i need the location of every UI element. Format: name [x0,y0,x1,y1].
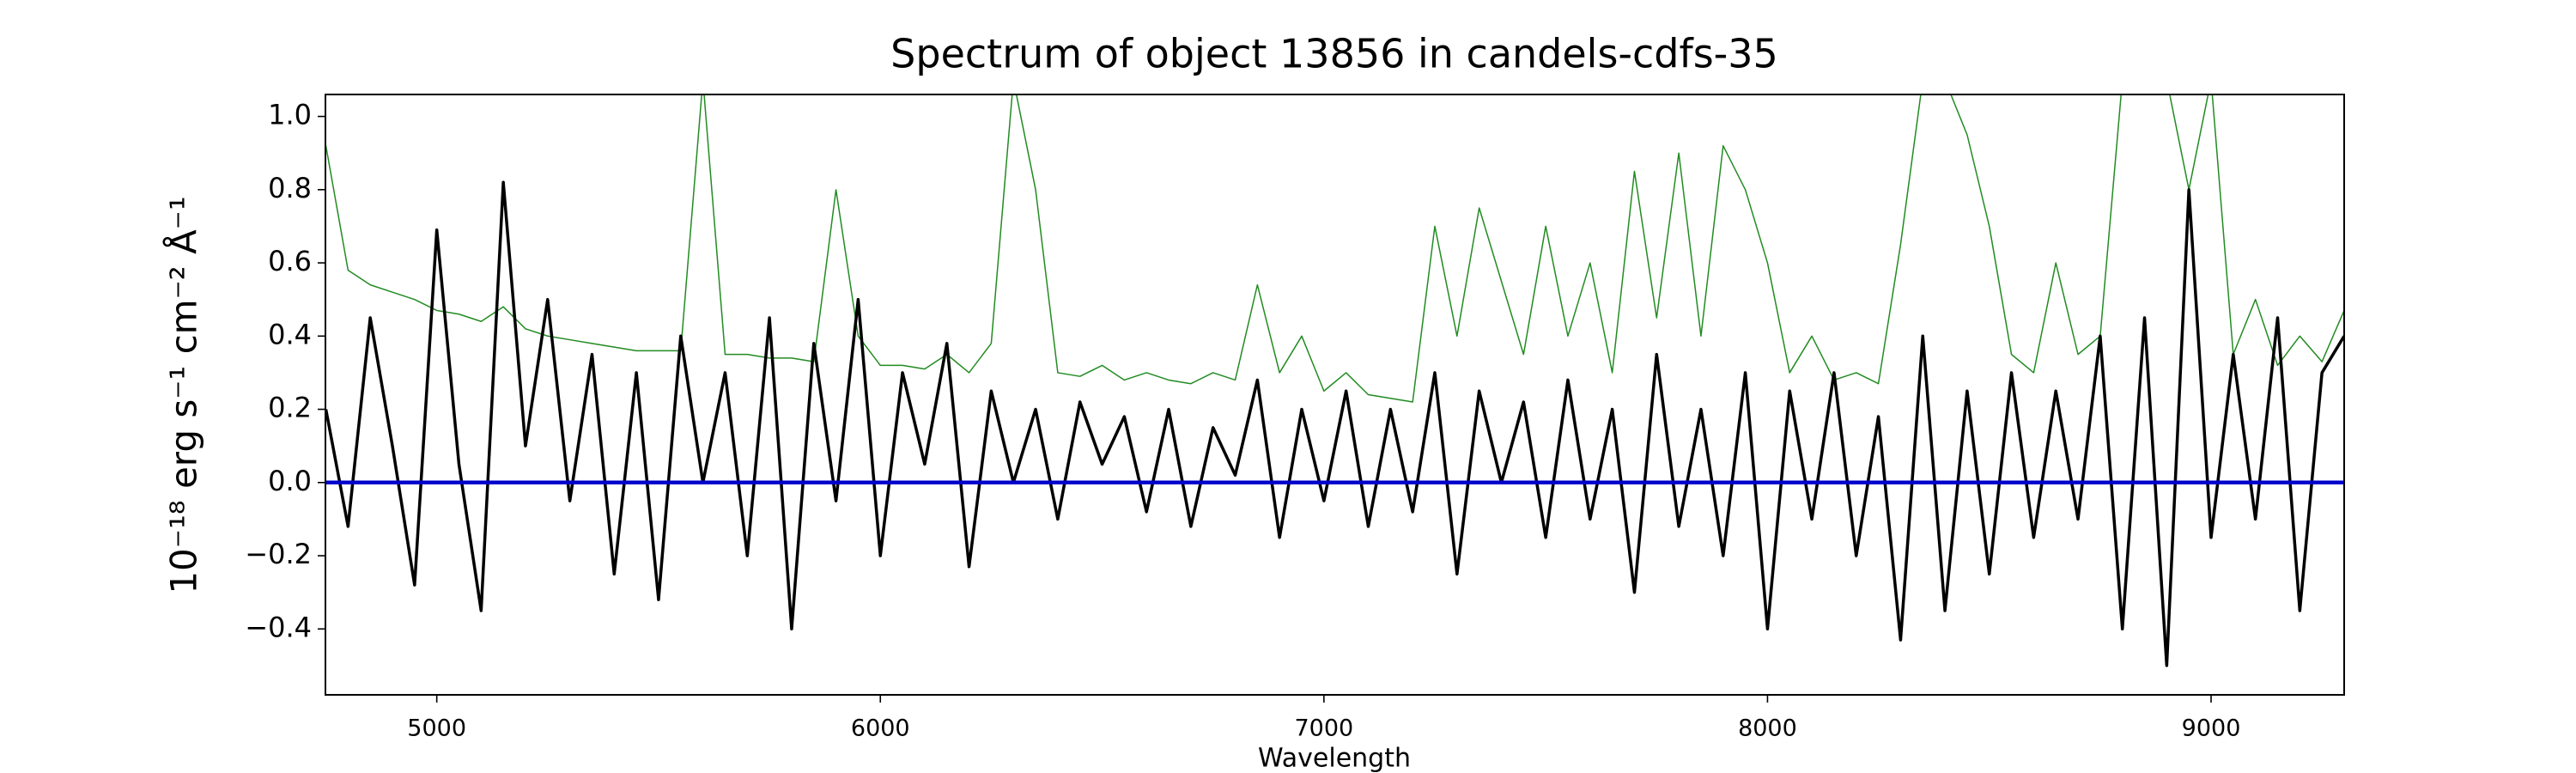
y-tick-label: 0.4 [268,318,312,350]
x-tick-label: 8000 [1738,715,1797,742]
x-axis-label: Wavelength [1258,744,1411,773]
y-tick-label: 0.8 [268,172,312,204]
y-tick-label: 0.2 [268,392,312,424]
x-tick-label: 9000 [2182,715,2241,742]
x-tick-label: 6000 [851,715,910,742]
x-tick-label: 7000 [1294,715,1353,742]
y-tick-label: −0.2 [245,538,312,570]
plot-area [325,94,2344,667]
spectrum-line [325,94,2344,403]
axes-frame [325,94,2345,696]
chart-title: Spectrum of object 13856 in candels-cdfs… [890,31,1778,77]
y-tick-label: 0.6 [268,245,312,277]
y-tick-label: 0.0 [268,465,312,497]
spectrum-line [325,180,2344,667]
y-axis-label: 10⁻¹⁸ erg s⁻¹ cm⁻² Å⁻¹ [162,196,205,593]
y-tick-label: −0.4 [245,611,312,643]
y-tick-label: 1.0 [268,99,312,131]
x-tick-label: 5000 [407,715,466,742]
